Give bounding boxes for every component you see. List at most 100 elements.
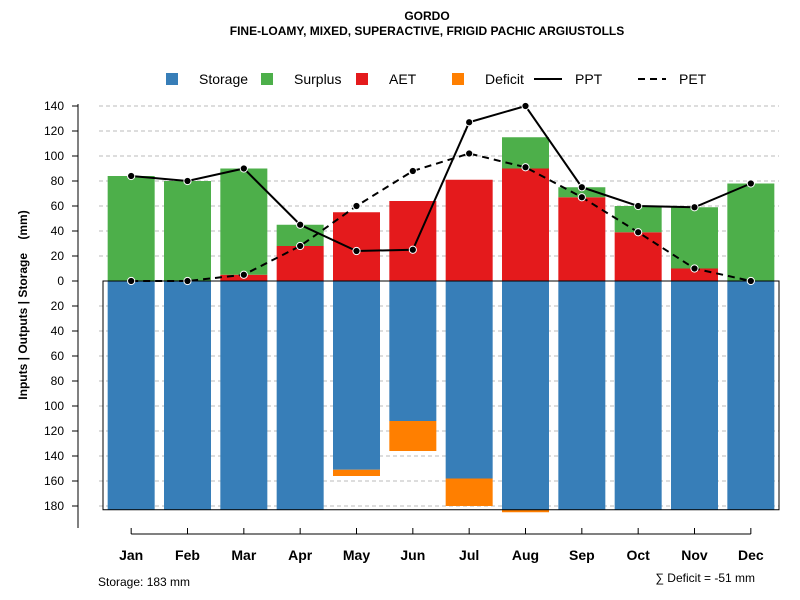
aet-bar bbox=[445, 179, 493, 281]
ppt-point bbox=[465, 118, 474, 127]
ppt-point bbox=[634, 201, 643, 211]
ppt-point bbox=[577, 183, 586, 192]
surplus-bar bbox=[727, 183, 775, 281]
pet-line bbox=[131, 152, 752, 282]
legend-label: Surplus bbox=[294, 71, 341, 87]
y-tick-label: 20 bbox=[51, 299, 65, 313]
month-label: Aug bbox=[512, 547, 539, 563]
month-label: Feb bbox=[175, 547, 200, 563]
month-label: Mar bbox=[231, 547, 256, 563]
ppt-point bbox=[127, 171, 136, 181]
pet-point bbox=[408, 166, 417, 176]
chart-subtitle: FINE-LOAMY, MIXED, SUPERACTIVE, FRIGID P… bbox=[230, 24, 624, 38]
storage-bar bbox=[558, 281, 606, 510]
lines-group bbox=[127, 101, 755, 286]
legend-label: AET bbox=[389, 71, 417, 87]
ppt-point bbox=[183, 176, 192, 186]
ppt-point bbox=[746, 179, 755, 188]
legend-label: Deficit bbox=[485, 71, 524, 87]
pet-point bbox=[690, 264, 699, 273]
month-label: Oct bbox=[626, 547, 650, 563]
storage-bar bbox=[107, 281, 155, 510]
storage-bar bbox=[727, 281, 775, 510]
y-axis-label: Inputs | Outputs | Storage (mm) bbox=[16, 210, 30, 399]
deficit-bar bbox=[333, 469, 380, 476]
deficit-bar bbox=[445, 478, 493, 506]
storage-frame bbox=[102, 280, 780, 511]
month-label: Jun bbox=[400, 547, 425, 563]
pet-point bbox=[352, 201, 361, 211]
month-label: Nov bbox=[681, 547, 708, 563]
legend-label: PET bbox=[679, 71, 707, 87]
surplus-bar bbox=[671, 207, 718, 269]
y-tick-label: 140 bbox=[44, 449, 64, 463]
y-tick-label: 40 bbox=[51, 324, 65, 338]
storage-bar bbox=[671, 281, 718, 510]
y-tick-label: 80 bbox=[51, 374, 65, 388]
ppt-line bbox=[131, 104, 752, 253]
storage-bar bbox=[445, 281, 493, 479]
legend-swatch bbox=[452, 73, 464, 85]
y-tick-label: 100 bbox=[44, 149, 64, 163]
pet-point bbox=[746, 276, 755, 286]
ppt-point bbox=[239, 164, 248, 173]
storage-bar bbox=[614, 281, 662, 510]
y-tick-label: 180 bbox=[44, 499, 64, 513]
legend-swatch bbox=[166, 73, 178, 85]
y-axis: 140 120 100 80 60 40 20 0 20 40 60 80 100 120 140 160 18… bbox=[44, 99, 79, 528]
month-label: Dec bbox=[738, 547, 764, 563]
legend: Storage Surplus AET Deficit PPT PET bbox=[166, 71, 707, 87]
surplus-bar bbox=[164, 181, 211, 281]
deficit-bar bbox=[389, 421, 437, 451]
y-tick-label: 120 bbox=[44, 124, 64, 138]
y-tick-label: 20 bbox=[51, 249, 65, 263]
y-tick-label: 120 bbox=[44, 424, 64, 438]
month-label: Jan bbox=[119, 547, 143, 563]
pet-point bbox=[465, 149, 474, 158]
y-tick-label: 40 bbox=[51, 224, 65, 238]
storage-note: Storage: 183 mm bbox=[98, 575, 190, 589]
aet-bar bbox=[276, 246, 324, 281]
storage-bar bbox=[276, 281, 324, 510]
pet-point bbox=[634, 228, 643, 237]
ppt-point bbox=[296, 220, 305, 229]
y-tick-label: 60 bbox=[51, 199, 65, 213]
chart-title: GORDO bbox=[404, 9, 449, 23]
month-label: Apr bbox=[288, 547, 313, 563]
aet-bar bbox=[333, 212, 380, 281]
ppt-point bbox=[521, 101, 530, 111]
y-tick-label: 0 bbox=[57, 274, 64, 288]
surplus-bar bbox=[614, 206, 662, 233]
deficit-note: ∑ Deficit = -51 mm bbox=[655, 571, 755, 585]
legend-swatch bbox=[261, 73, 273, 85]
month-label: Jul bbox=[459, 547, 479, 563]
bars-group bbox=[107, 137, 775, 513]
y-tick-label: 60 bbox=[51, 349, 65, 363]
pet-point bbox=[296, 241, 305, 251]
storage-bar bbox=[333, 281, 380, 470]
legend-swatch bbox=[356, 73, 368, 85]
month-label: Sep bbox=[569, 547, 595, 563]
ppt-point bbox=[352, 246, 361, 256]
legend-label: PPT bbox=[575, 71, 603, 87]
surplus-bar bbox=[220, 168, 268, 275]
aet-bar bbox=[502, 168, 549, 281]
pet-point bbox=[577, 193, 586, 202]
x-axis: Jan Feb Mar Apr May Jun Jul Aug Sep Oct Nov Dec bbox=[119, 528, 764, 563]
legend-label: Storage bbox=[199, 71, 248, 87]
month-label: May bbox=[343, 547, 370, 563]
pet-point bbox=[127, 276, 136, 286]
y-tick-label: 160 bbox=[44, 474, 64, 488]
aet-bar bbox=[614, 232, 662, 281]
gridlines bbox=[99, 105, 779, 507]
aet-bar bbox=[558, 197, 606, 281]
ppt-point bbox=[408, 245, 417, 254]
storage-bar bbox=[220, 281, 268, 510]
y-tick-label: 100 bbox=[44, 399, 64, 413]
storage-bar bbox=[502, 281, 549, 510]
storage-bar bbox=[164, 281, 211, 510]
pet-point bbox=[239, 270, 248, 279]
pet-point bbox=[521, 163, 530, 172]
y-tick-label: 80 bbox=[51, 174, 65, 188]
